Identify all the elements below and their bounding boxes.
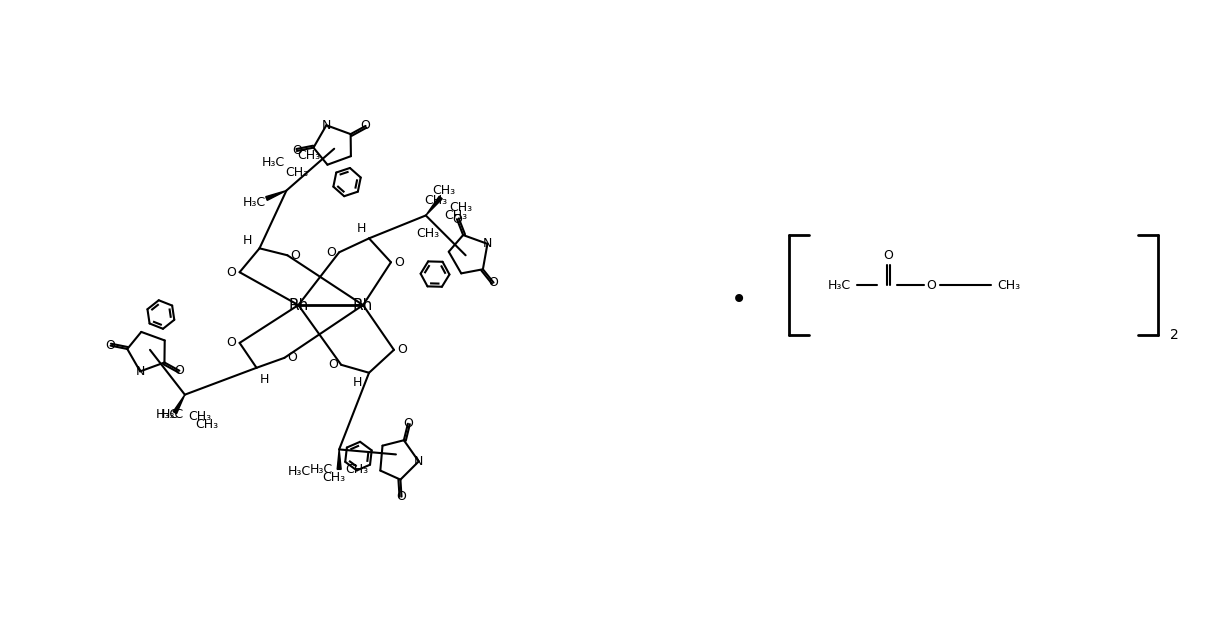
Text: O: O bbox=[395, 256, 404, 269]
Text: H₃C: H₃C bbox=[828, 279, 851, 291]
Text: CH₃: CH₃ bbox=[449, 201, 472, 214]
Text: CH₃: CH₃ bbox=[416, 227, 439, 240]
Text: O: O bbox=[227, 266, 237, 279]
Text: Rh: Rh bbox=[353, 298, 373, 312]
Text: O: O bbox=[397, 490, 407, 503]
Text: H₃C: H₃C bbox=[160, 408, 183, 421]
Text: H: H bbox=[352, 376, 362, 389]
Text: N: N bbox=[483, 237, 492, 250]
Text: 2: 2 bbox=[1169, 328, 1179, 342]
Text: H₃C: H₃C bbox=[262, 156, 285, 169]
Text: O: O bbox=[488, 276, 499, 289]
Text: CH₃: CH₃ bbox=[285, 166, 308, 179]
Text: CH₃: CH₃ bbox=[998, 279, 1021, 291]
Text: N: N bbox=[136, 365, 144, 378]
Text: O: O bbox=[403, 417, 413, 430]
Text: O: O bbox=[175, 364, 185, 377]
Text: CH₃: CH₃ bbox=[188, 410, 211, 423]
Text: N: N bbox=[322, 119, 331, 132]
Text: H₃C: H₃C bbox=[155, 408, 178, 421]
Text: O: O bbox=[361, 119, 370, 132]
Polygon shape bbox=[337, 449, 341, 470]
Text: O: O bbox=[926, 279, 936, 291]
Text: N: N bbox=[414, 455, 424, 468]
Text: O: O bbox=[883, 249, 892, 262]
Text: CH₃: CH₃ bbox=[444, 209, 467, 222]
Polygon shape bbox=[266, 190, 287, 201]
Text: CH₃: CH₃ bbox=[323, 471, 346, 484]
Text: O: O bbox=[397, 343, 407, 357]
Polygon shape bbox=[426, 196, 442, 215]
Text: H₃C: H₃C bbox=[243, 196, 266, 209]
Text: O: O bbox=[290, 249, 300, 262]
Text: O: O bbox=[452, 213, 461, 226]
Text: CH₃: CH₃ bbox=[346, 463, 369, 476]
Text: CH₃: CH₃ bbox=[432, 184, 455, 197]
Text: •: • bbox=[731, 286, 748, 314]
Text: H: H bbox=[260, 373, 270, 386]
Text: O: O bbox=[328, 358, 339, 371]
Text: H: H bbox=[357, 222, 365, 235]
Text: CH₃: CH₃ bbox=[297, 150, 320, 162]
Text: H₃C: H₃C bbox=[310, 463, 333, 476]
Text: O: O bbox=[288, 351, 297, 364]
Polygon shape bbox=[174, 395, 185, 413]
Text: O: O bbox=[291, 144, 302, 157]
Text: O: O bbox=[106, 339, 115, 352]
Text: CH₃: CH₃ bbox=[195, 418, 219, 431]
Text: O: O bbox=[227, 336, 237, 350]
Text: Rh: Rh bbox=[288, 298, 308, 312]
Text: CH₃: CH₃ bbox=[424, 194, 447, 207]
Text: H: H bbox=[243, 234, 253, 247]
Text: H₃C: H₃C bbox=[288, 465, 311, 478]
Text: O: O bbox=[327, 246, 336, 259]
